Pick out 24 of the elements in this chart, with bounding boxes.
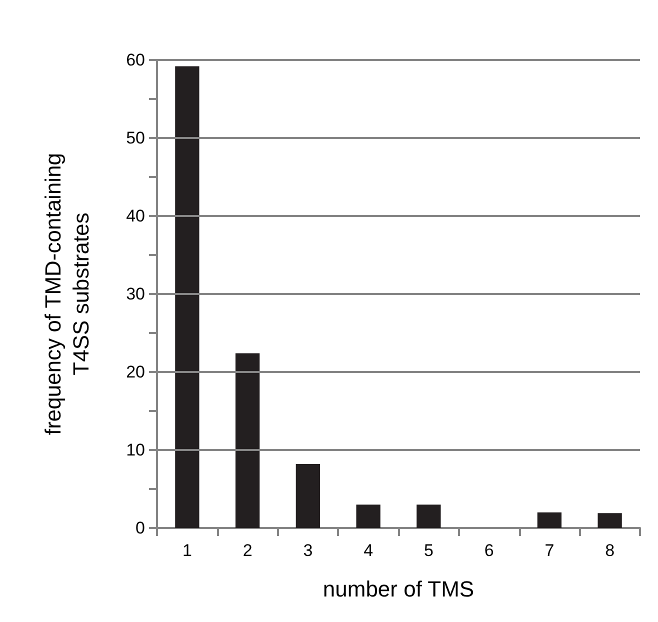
y-tick-label: 60	[126, 50, 145, 70]
bar	[416, 504, 441, 528]
y-tick-label: 10	[126, 440, 145, 460]
bar	[598, 513, 622, 528]
x-tick-label: 1	[182, 541, 192, 560]
x-tick-label: 6	[484, 541, 494, 560]
x-tick-label: 2	[242, 541, 252, 560]
y-tick-label: 20	[126, 362, 145, 382]
x-tick-label: 5	[424, 541, 434, 560]
x-tick-label: 7	[544, 541, 554, 560]
x-axis-title: number of TMS	[322, 576, 474, 602]
y-tick-label: 30	[126, 284, 145, 304]
y-tick-label: 40	[126, 206, 145, 226]
bar	[296, 464, 320, 528]
bar	[356, 504, 380, 528]
y-tick-label: 50	[126, 128, 145, 148]
bar	[235, 353, 260, 528]
y-tick-label: 0	[136, 518, 145, 538]
bar	[537, 512, 562, 528]
x-tick-label: 4	[364, 541, 374, 560]
bar	[175, 66, 200, 528]
y-axis-title: frequency of TMD-containing T4SS substrates	[40, 152, 94, 436]
x-tick-label: 3	[303, 541, 313, 560]
x-tick-label: 8	[605, 541, 615, 560]
